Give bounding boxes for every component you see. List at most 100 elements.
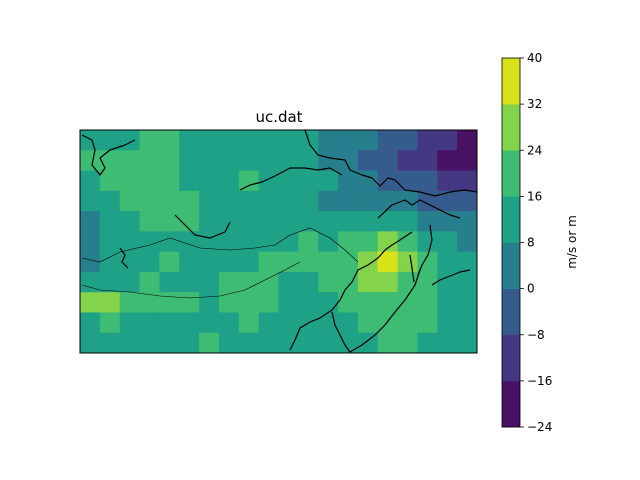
contour-cell [239,272,259,293]
contour-cell [159,171,179,192]
contour-cell [378,130,398,151]
contour-cell [417,312,437,333]
colorbar-tick-label: 32 [527,97,542,111]
contour-cell [80,171,100,192]
contour-cell [318,292,338,313]
contour-cell [318,333,338,354]
contour-cell [100,333,120,354]
contour-cell [417,150,437,171]
contour-cell [338,191,358,212]
contour-cell [358,252,378,273]
contour-cell [457,150,477,171]
colorbar-tick-label: 16 [527,189,542,203]
contour-cell [298,211,318,232]
contour-cell [259,252,279,273]
colorbar-label: m/s or m [565,215,579,269]
contour-cell [457,312,477,333]
contour-cell [120,191,140,212]
contour-cell [378,272,398,293]
contour-cell [199,150,219,171]
contour-cell [259,211,279,232]
contour-cell [259,171,279,192]
contour-cell [199,292,219,313]
contour-cell [358,211,378,232]
colorbar-tick-label: 8 [527,236,535,250]
contour-cell [279,231,299,252]
contour-cell [338,171,358,192]
contour-cell [199,130,219,151]
colorbar-tick-label: −16 [527,374,552,388]
contour-cell [140,312,160,333]
contour-cell [437,312,457,333]
contour-cell [179,272,199,293]
map-plot-area [80,130,478,354]
contour-cell [80,191,100,212]
contour-cell [199,333,219,354]
contour-cell [159,191,179,212]
contour-cell [239,130,259,151]
colorbar-band [502,289,520,335]
contour-cell [378,211,398,232]
contour-cell [457,211,477,232]
contour-cell [219,130,239,151]
colorbar-tick-label: −24 [527,420,552,434]
contour-cell [457,252,477,273]
contour-cell [239,252,259,273]
contour-cell [457,130,477,151]
contour-cell [120,231,140,252]
contour-cell [437,150,457,171]
contour-cell [120,130,140,151]
contour-cell [159,272,179,293]
contour-cell [279,191,299,212]
contour-cell [199,272,219,293]
contour-cell [338,211,358,232]
contour-cell [179,333,199,354]
contour-cell [120,171,140,192]
contour-cell [239,191,259,212]
contour-cell [298,171,318,192]
contour-cell [239,292,259,313]
contour-field [80,130,478,354]
contour-cell [259,272,279,293]
contour-cell [219,191,239,212]
contour-cell [318,130,338,151]
contour-cell [159,312,179,333]
colorbar-tick-label: 0 [527,282,535,296]
contour-cell [417,231,437,252]
contour-cell [358,191,378,212]
contour-cell [398,130,418,151]
contour-cell [378,333,398,354]
contour-cell [199,252,219,273]
contour-cell [318,191,338,212]
colorbar-ticks: −24−16−80816243240 [520,51,552,434]
colorbar-band [502,58,520,104]
contour-cell [140,191,160,212]
contour-cell [100,150,120,171]
contour-cell [219,150,239,171]
contour-cell [417,333,437,354]
contour-cell [239,171,259,192]
contour-cell [100,312,120,333]
contour-cell [179,150,199,171]
contour-cell [179,191,199,212]
contour-cell [199,191,219,212]
contour-cell [199,211,219,232]
colorbar-band [502,150,520,196]
contour-cell [437,171,457,192]
contour-cell [239,312,259,333]
contour-cell [259,231,279,252]
contour-cell [358,231,378,252]
contour-cell [219,252,239,273]
contour-cell [120,211,140,232]
contour-cell [159,252,179,273]
contour-cell [179,292,199,313]
contour-cell [80,231,100,252]
contour-cell [159,292,179,313]
contour-cell [120,333,140,354]
contour-cell [398,171,418,192]
contour-cell [239,333,259,354]
contour-cell [358,272,378,293]
contour-cell [140,252,160,273]
contour-cell [437,252,457,273]
